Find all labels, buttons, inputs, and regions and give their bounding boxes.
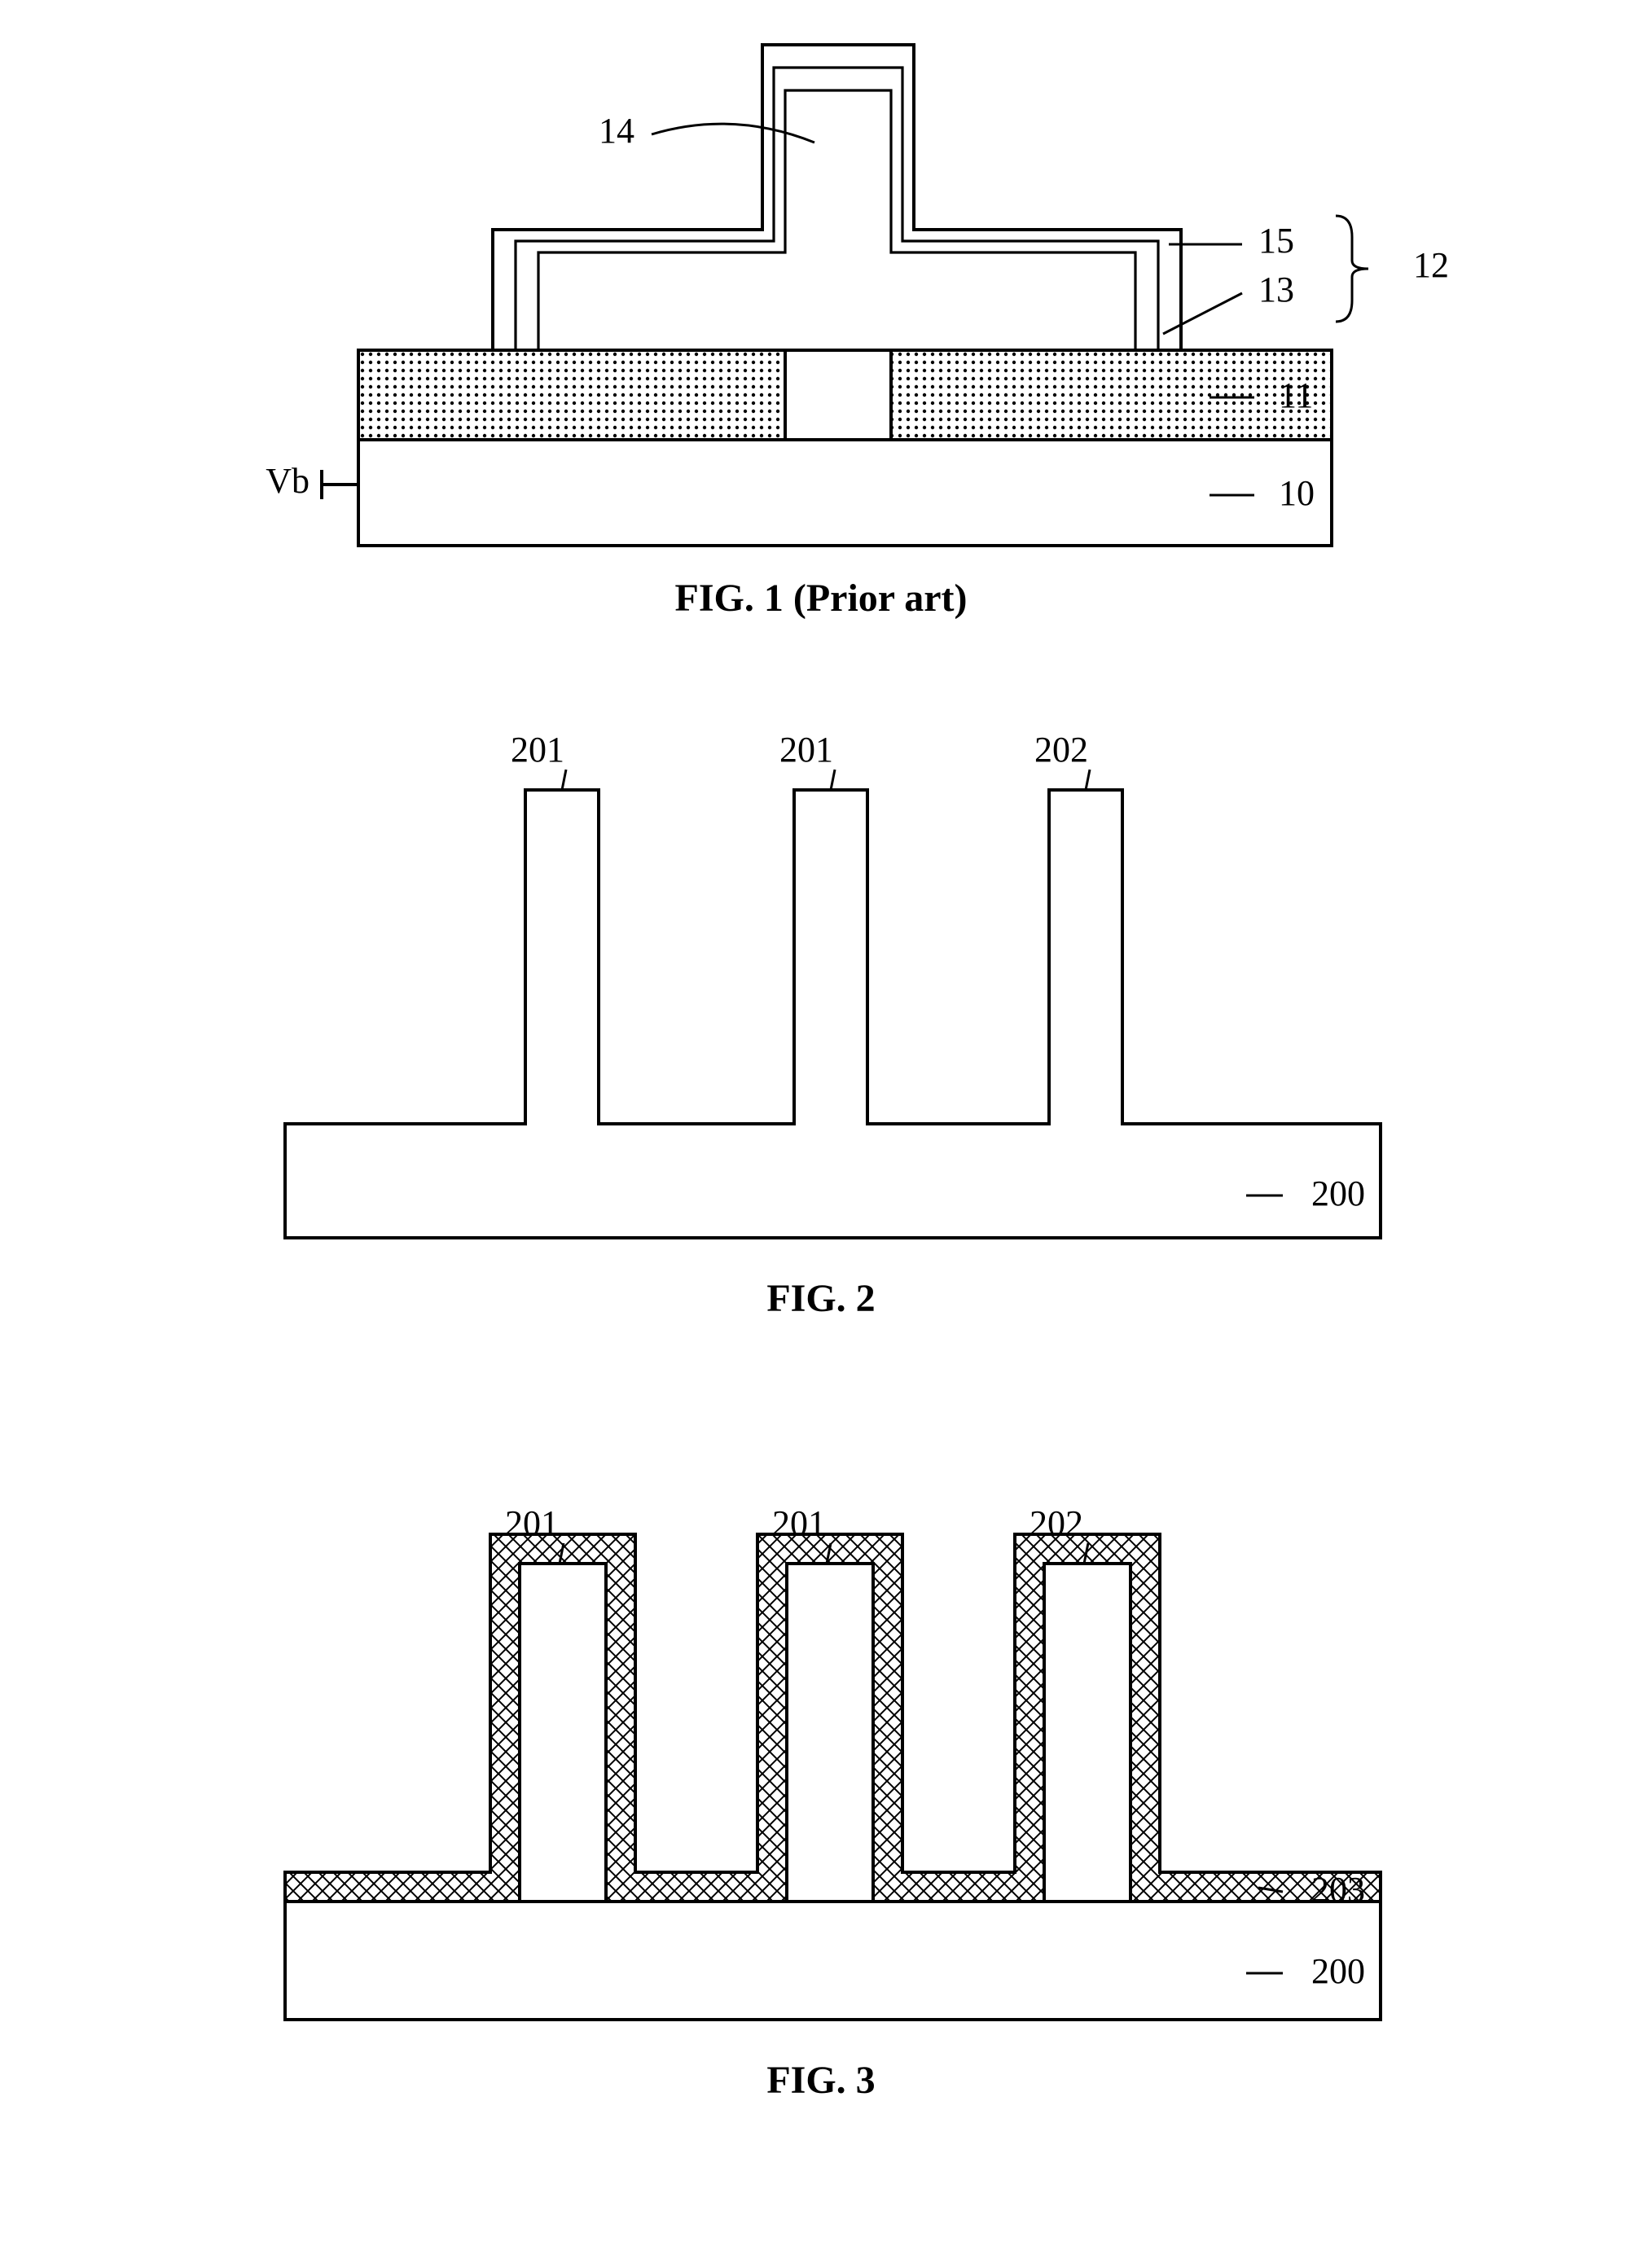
svg-text:202: 202 bbox=[1034, 730, 1088, 770]
svg-text:10: 10 bbox=[1279, 473, 1315, 513]
svg-text:13: 13 bbox=[1258, 270, 1294, 309]
svg-text:FIG. 3: FIG. 3 bbox=[766, 2059, 875, 2102]
svg-text:12: 12 bbox=[1413, 245, 1449, 285]
svg-text:200: 200 bbox=[1311, 1951, 1365, 1991]
svg-text:200: 200 bbox=[1311, 1173, 1365, 1213]
svg-text:202: 202 bbox=[1030, 1503, 1083, 1543]
svg-text:14: 14 bbox=[599, 111, 634, 151]
svg-text:201: 201 bbox=[511, 730, 564, 770]
svg-text:15: 15 bbox=[1258, 221, 1294, 261]
svg-text:FIG. 2: FIG. 2 bbox=[766, 1277, 875, 1320]
svg-text:203: 203 bbox=[1311, 1870, 1365, 1910]
svg-text:11: 11 bbox=[1279, 375, 1313, 415]
svg-text:FIG. 1 (Prior art): FIG. 1 (Prior art) bbox=[675, 577, 968, 620]
svg-text:201: 201 bbox=[772, 1503, 826, 1543]
svg-text:201: 201 bbox=[779, 730, 833, 770]
svg-text:Vb: Vb bbox=[266, 461, 310, 501]
svg-text:201: 201 bbox=[505, 1503, 559, 1543]
